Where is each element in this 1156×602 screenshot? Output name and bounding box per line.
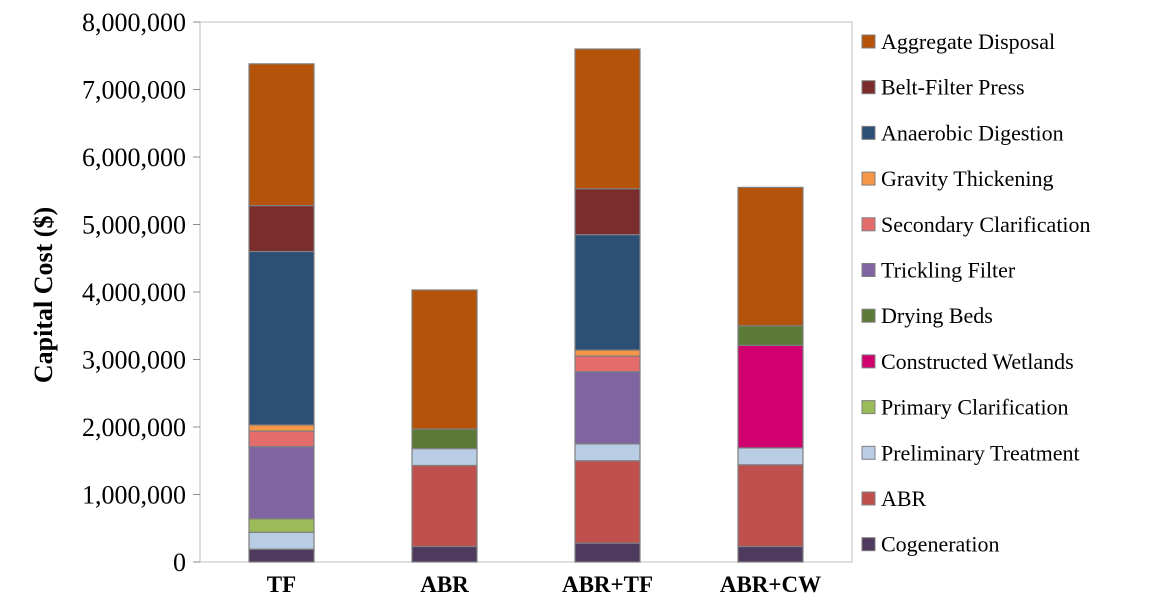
bar-segment-abr-tf-anaerobic-digestion bbox=[574, 234, 641, 351]
bar-segment-tf-anaerobic-digestion bbox=[248, 250, 315, 426]
legend-swatch bbox=[861, 125, 876, 140]
bar-segment-abr-tf-abr bbox=[574, 460, 641, 544]
bar-segment-abr-abr bbox=[411, 464, 478, 548]
bar-segment-abr-drying-beds bbox=[411, 428, 478, 450]
legend-item-secondary-clarification: Secondary Clarification bbox=[861, 212, 1091, 237]
legend-item-trickling-filter: Trickling Filter bbox=[861, 258, 1016, 283]
legend-swatch bbox=[861, 263, 876, 277]
y-tick-label: 7,000,000 bbox=[82, 76, 186, 105]
bar-segment-abr-cw-preliminary-treatment bbox=[737, 447, 804, 466]
y-tick-label: 2,000,000 bbox=[82, 413, 186, 442]
bar-segment-tf-primary-clarification bbox=[248, 518, 315, 533]
legend-swatch bbox=[861, 400, 876, 415]
legend-label: Drying Beds bbox=[881, 303, 993, 328]
legend-swatch bbox=[861, 354, 876, 369]
legend-swatch bbox=[861, 445, 876, 460]
bar-segment-abr-tf-cogeneration bbox=[574, 542, 641, 563]
bar-segment-abr-tf-aggregate-disposal bbox=[574, 48, 641, 190]
y-tick-label: 1,000,000 bbox=[82, 481, 186, 510]
legend-label: Cogeneration bbox=[881, 532, 1000, 557]
bar-segment-tf-trickling-filter bbox=[248, 445, 315, 520]
legend-label: Preliminary Treatment bbox=[881, 440, 1080, 465]
x-tick-label-abr-cw: ABR+CW bbox=[720, 572, 821, 597]
y-tick-label: 3,000,000 bbox=[82, 346, 186, 375]
bar-segment-tf-aggregate-disposal bbox=[248, 63, 315, 207]
legend-swatch bbox=[861, 34, 876, 49]
x-tick-label-abr-tf: ABR+TF bbox=[562, 572, 653, 597]
bar-segment-tf-secondary-clarification bbox=[248, 430, 315, 448]
bar-segment-abr-cw-constructed-wetlands bbox=[737, 344, 804, 449]
legend-swatch bbox=[861, 171, 876, 186]
bar-segment-abr-cogeneration bbox=[411, 545, 478, 563]
legend-swatch bbox=[861, 491, 876, 506]
legend-item-preliminary-treatment: Preliminary Treatment bbox=[861, 440, 1080, 465]
bar-segment-abr-tf-belt-filter-press bbox=[574, 188, 641, 236]
y-axis-label: Capital Cost ($) bbox=[29, 207, 58, 383]
legend-label: Anaerobic Digestion bbox=[881, 120, 1064, 145]
y-tick-label: 8,000,000 bbox=[82, 8, 186, 37]
bar-segment-abr-cw-aggregate-disposal bbox=[737, 186, 804, 327]
legend-item-gravity-thickening: Gravity Thickening bbox=[861, 166, 1054, 191]
legend-swatch bbox=[861, 217, 876, 232]
y-tick-label: 5,000,000 bbox=[82, 211, 186, 240]
legend: Aggregate Disposal Belt-Filter Press Anaer… bbox=[861, 29, 1091, 557]
bar-segment-abr-cw-cogeneration bbox=[737, 545, 804, 563]
legend-label: Trickling Filter bbox=[881, 258, 1016, 283]
legend-item-anaerobic-digestion: Anaerobic Digestion bbox=[861, 120, 1064, 145]
bar-segment-tf-preliminary-treatment bbox=[248, 531, 315, 550]
bar-segment-abr-aggregate-disposal bbox=[411, 289, 478, 430]
bar-segment-abr-cw-drying-beds bbox=[737, 325, 804, 346]
legend-label: Primary Clarification bbox=[881, 395, 1069, 420]
legend-label: Gravity Thickening bbox=[881, 166, 1054, 191]
bar-segment-abr-tf-secondary-clarification bbox=[574, 355, 641, 373]
bar-segment-abr-preliminary-treatment bbox=[411, 448, 478, 467]
legend-label: Belt-Filter Press bbox=[881, 75, 1025, 100]
legend-swatch bbox=[861, 537, 876, 552]
legend-label: Aggregate Disposal bbox=[881, 29, 1055, 54]
legend-swatch bbox=[861, 80, 876, 95]
legend-label: Secondary Clarification bbox=[881, 212, 1091, 237]
legend-item-constructed-wetlands: Constructed Wetlands bbox=[861, 349, 1074, 374]
bar-segment-abr-tf-trickling-filter bbox=[574, 371, 641, 445]
y-tick-label: 4,000,000 bbox=[82, 278, 186, 307]
legend-item-primary-clarification: Primary Clarification bbox=[861, 395, 1069, 420]
legend-label: Constructed Wetlands bbox=[881, 349, 1074, 374]
plot-area bbox=[199, 21, 853, 563]
y-axis: 0 1,000,000 2,000,000 3,000,000 4,000,000 5,0… bbox=[82, 8, 200, 577]
legend-item-cogeneration: Cogeneration bbox=[861, 532, 1000, 557]
bar-segment-abr-tf-gravity-thickening bbox=[574, 349, 641, 357]
bar-segment-tf-cogeneration bbox=[248, 548, 315, 563]
bar-segment-abr-cw-abr bbox=[737, 464, 804, 548]
legend-item-belt-filter-press: Belt-Filter Press bbox=[861, 75, 1025, 100]
x-axis: TF ABR ABR+TF ABR+CW bbox=[267, 572, 821, 597]
legend-label: ABR bbox=[881, 486, 927, 511]
legend-swatch bbox=[861, 308, 876, 323]
legend-item-abr: ABR bbox=[861, 486, 927, 511]
legend-item-drying-beds: Drying Beds bbox=[861, 303, 993, 328]
y-tick-label: 0 bbox=[173, 548, 186, 577]
bar-segment-tf-gravity-thickening bbox=[248, 424, 315, 432]
x-tick-label-tf: TF bbox=[267, 572, 296, 597]
bar-segment-tf-belt-filter-press bbox=[248, 205, 315, 253]
x-tick-label-abr: ABR bbox=[420, 572, 469, 597]
legend-item-aggregate-disposal: Aggregate Disposal bbox=[861, 29, 1055, 54]
y-tick-label: 6,000,000 bbox=[82, 143, 186, 172]
bar-segment-abr-tf-preliminary-treatment bbox=[574, 443, 641, 462]
